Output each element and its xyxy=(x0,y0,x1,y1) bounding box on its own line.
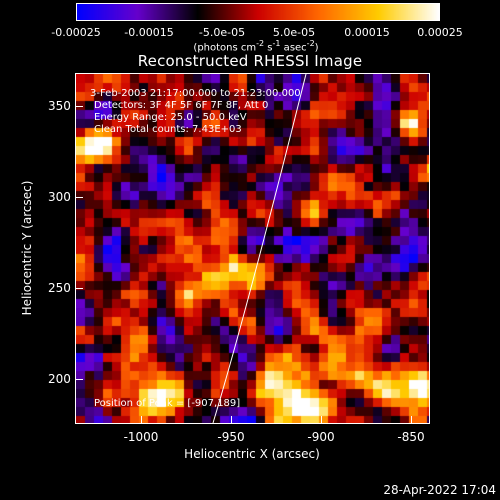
y-tick-label: 350 xyxy=(48,99,71,113)
y-axis-label: Heliocentric Y (arcsec) xyxy=(20,180,34,316)
y-tick-label: 250 xyxy=(48,281,71,295)
colorbar-unit-label: (photons cm-2 s-1 asec-2) xyxy=(193,39,319,54)
y-tick-mark xyxy=(75,379,83,380)
x-tick-mark xyxy=(321,416,322,424)
colorbar xyxy=(76,3,440,21)
x-tick-mark xyxy=(411,416,412,424)
colorbar-tick-label: 0.00025 xyxy=(417,26,463,39)
colorbar-tick-label: -5.0e-05 xyxy=(198,26,246,39)
x-tick-label: -950 xyxy=(217,430,245,444)
y-tick-label: 200 xyxy=(48,372,71,386)
x-tick-label: -900 xyxy=(307,430,335,444)
colorbar-tick-label: -0.00025 xyxy=(51,26,101,39)
y-tick-mark xyxy=(75,106,83,107)
colorbar-tick-label: 0.00015 xyxy=(344,26,390,39)
x-tick-label: -1000 xyxy=(123,430,159,444)
y-tick-mark xyxy=(75,197,83,198)
x-tick-mark xyxy=(231,416,232,424)
x-axis-label: Heliocentric X (arcsec) xyxy=(184,447,320,461)
y-tick-mark xyxy=(75,288,83,289)
clean-counts-text: Clean Total counts: 7.43E+03 xyxy=(94,124,242,135)
peak-position-text: Position of Peak = [-907,189] xyxy=(94,398,241,409)
render-timestamp: 28-Apr-2022 17:04 xyxy=(383,483,496,497)
time-range-text: 3-Feb-2003 21:17:00.000 to 21:23:00.000 xyxy=(90,88,301,99)
image-plot-area: 3-Feb-2003 21:17:00.000 to 21:23:00.000 … xyxy=(75,73,430,424)
detectors-text: Detectors: 3F 4F 5F 6F 7F 8F, Att 0 xyxy=(94,100,269,111)
solar-limb-line xyxy=(212,74,307,423)
energy-range-text: Energy Range: 25.0 - 50.0 keV xyxy=(94,112,247,123)
y-tick-label: 300 xyxy=(48,190,71,204)
colorbar-tick-label: 5.0e-05 xyxy=(272,26,316,39)
rhessi-heatmap xyxy=(76,74,429,423)
colorbar-tick-label: -0.00015 xyxy=(124,26,174,39)
x-tick-label: -850 xyxy=(397,430,425,444)
colorbar-gradient xyxy=(77,4,439,20)
image-title: Reconstructed RHESSI Image xyxy=(137,52,363,70)
x-tick-mark xyxy=(141,416,142,424)
